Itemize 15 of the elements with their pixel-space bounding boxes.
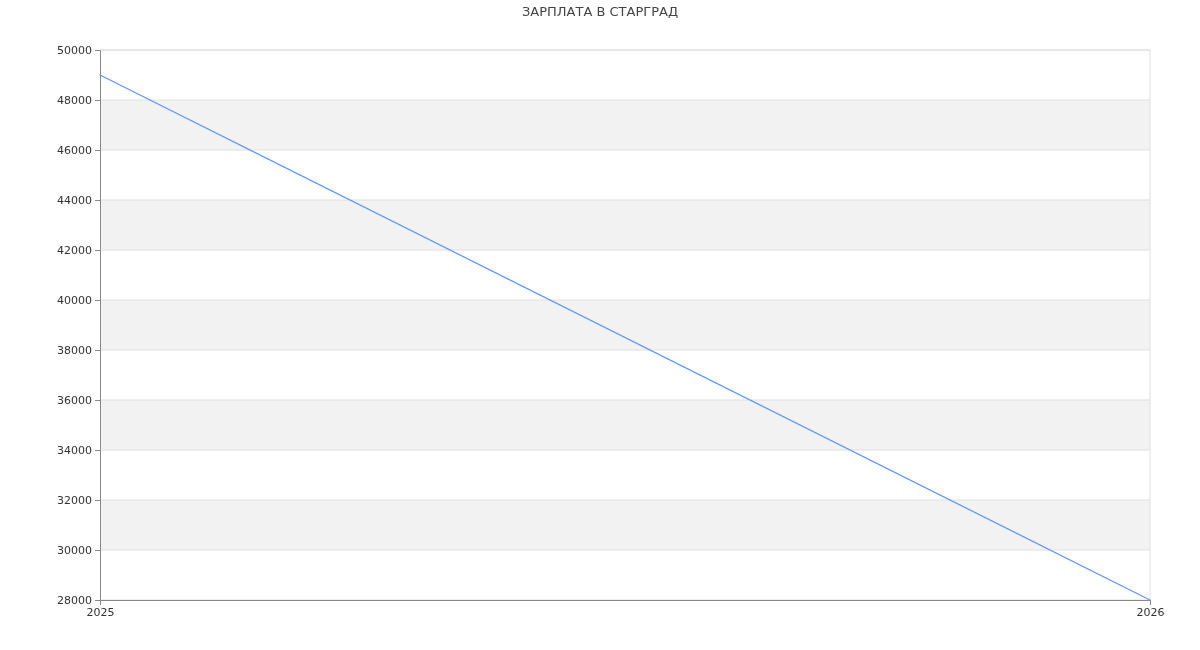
y-tick-label: 38000 <box>57 344 92 358</box>
y-tick-label: 46000 <box>57 144 92 158</box>
x-tick-label: 2025 <box>86 605 115 619</box>
y-tick-label: 42000 <box>57 244 92 258</box>
y-tick-label: 28000 <box>57 594 92 608</box>
y-tick-label: 44000 <box>57 194 92 208</box>
y-tick-label: 34000 <box>57 444 92 458</box>
y-tick-label: 48000 <box>57 94 92 108</box>
y-tick-label: 30000 <box>57 544 92 558</box>
y-tick-label: 50000 <box>57 44 92 58</box>
y-tick-label: 36000 <box>57 394 92 408</box>
y-tick-label: 40000 <box>57 294 92 308</box>
chart-title: ЗАРПЛАТА В СТАРГРАД <box>521 4 679 19</box>
y-tick-label: 32000 <box>57 494 92 508</box>
x-tick-label: 2026 <box>1136 605 1165 619</box>
